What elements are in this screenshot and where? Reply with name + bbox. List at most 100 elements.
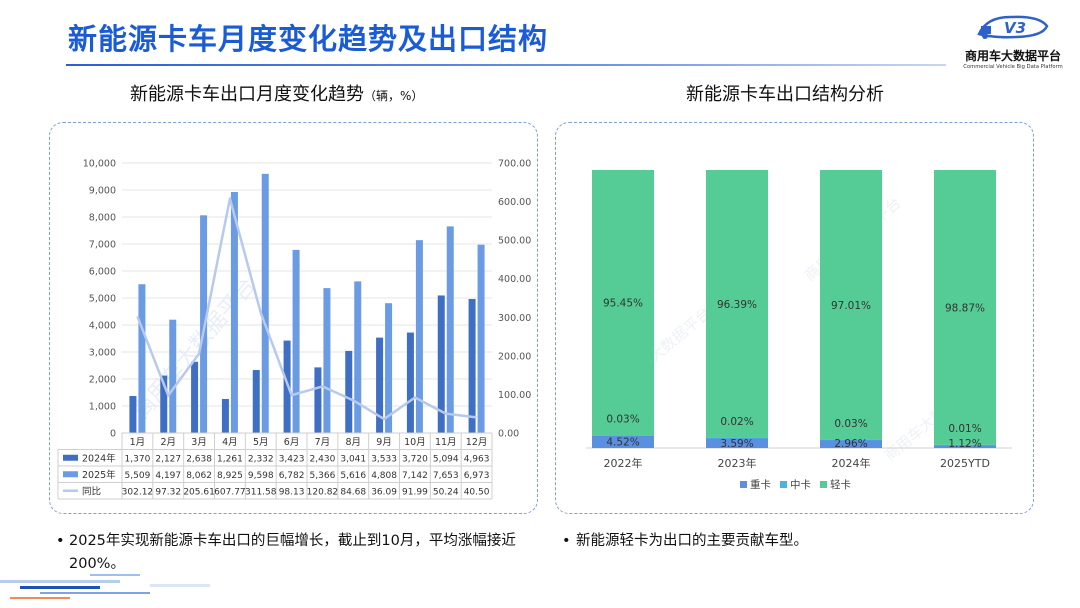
y-left-tick-label: 8,000 (89, 213, 116, 224)
y-right-tick-label: 600.00 (498, 197, 531, 208)
y-left-tick-label: 5,000 (89, 294, 116, 305)
bar-2025 (261, 173, 269, 433)
y-left-tick-label: 7,000 (89, 240, 116, 251)
legend-label: 重卡 (750, 478, 771, 491)
label-medium: 0.02% (720, 416, 753, 428)
data-label: 50.24 (433, 488, 459, 498)
bar-2024 (129, 396, 137, 433)
y-left-tick-label: 4,000 (89, 321, 116, 332)
bar-2025 (477, 244, 485, 433)
data-label: 4,808 (371, 471, 397, 481)
x-tick-label: 10月 (404, 437, 426, 448)
x-tick-label: 2022年 (604, 456, 643, 470)
label-light: 98.87% (945, 302, 985, 314)
y-right-tick-label: 700.00 (498, 159, 531, 170)
stack-轻卡 (820, 170, 882, 440)
x-tick-label: 8月 (345, 437, 361, 448)
logo-text: V3 (1004, 19, 1026, 37)
label-heavy: 1.12% (948, 438, 981, 450)
bar-2025 (354, 281, 362, 433)
y-left-tick-label: 10,000 (83, 159, 116, 170)
left-subtitle-text: 新能源卡车出口月度变化趋势 (130, 84, 364, 105)
legend-label: 轻卡 (830, 478, 851, 491)
legend-swatch (820, 481, 827, 488)
bar-2024 (191, 361, 199, 433)
data-label: 84.68 (340, 488, 366, 498)
data-label: 7,653 (433, 471, 459, 481)
y-right-tick-label: 300.00 (498, 313, 531, 324)
stack-中卡 (706, 437, 768, 439)
stack-轻卡 (592, 170, 654, 436)
data-label: 4,963 (464, 455, 490, 465)
bar-2024 (314, 367, 322, 433)
brand-name: 商用车大数据平台 (964, 49, 1061, 63)
stack-轻卡 (706, 170, 768, 438)
x-tick-label: 11月 (435, 437, 457, 448)
y-right-tick-label: 200.00 (498, 351, 531, 362)
legend-key-bar (63, 471, 78, 478)
label-heavy: 3.59% (720, 438, 753, 450)
y-right-tick-label: 100.00 (498, 390, 531, 401)
label-medium: 0.01% (948, 423, 981, 435)
x-tick-label: 2024年 (832, 456, 871, 470)
data-label: 205.61 (183, 488, 215, 498)
bar-2025 (323, 288, 331, 433)
bar-2025 (200, 215, 208, 433)
data-label: 1,261 (217, 455, 243, 465)
bar-2024 (283, 340, 291, 433)
x-tick-label: 4月 (222, 437, 238, 448)
data-label: 3,533 (371, 455, 397, 465)
y-left-tick-label: 3,000 (89, 348, 116, 359)
legend-label: 2024年 (82, 453, 116, 465)
data-label: 36.09 (371, 488, 397, 498)
bar-2025 (292, 249, 300, 433)
y-right-tick-label: 400.00 (498, 274, 531, 285)
truck-logo-icon: V3 (977, 15, 1049, 39)
bar-2024 (437, 295, 445, 433)
legend-swatch (740, 481, 747, 488)
bar-2024 (376, 337, 384, 433)
bar-2024 (468, 298, 476, 433)
page-title: 新能源卡车月度变化趋势及出口结构 (68, 22, 549, 56)
bar-2024 (252, 370, 260, 433)
data-label: 1,370 (125, 455, 151, 465)
data-label: 3,423 (279, 455, 305, 465)
right-bullet: • 新能源轻卡为出口的主要贡献车型。 (562, 530, 1032, 553)
data-label: 120.82 (307, 488, 339, 498)
legend-label: 中卡 (790, 478, 811, 491)
x-tick-label: 5月 (253, 437, 269, 448)
left-subtitle-unit: （辆，%） (364, 89, 424, 103)
data-label: 8,062 (186, 471, 212, 481)
bar-2025 (415, 240, 423, 433)
left-chart-subtitle: 新能源卡车出口月度变化趋势（辆，%） (130, 80, 423, 106)
label-heavy: 4.52% (606, 436, 639, 448)
data-label: 5,366 (310, 471, 336, 481)
legend-swatch (780, 481, 787, 488)
data-label: 607.77 (214, 488, 246, 498)
data-label: 5,509 (125, 471, 151, 481)
data-label: 3,720 (402, 455, 428, 465)
x-tick-label: 3月 (191, 437, 207, 448)
data-label: 302.12 (122, 488, 153, 498)
stack-重卡 (592, 435, 654, 448)
data-label: 9,598 (248, 471, 274, 481)
x-tick-label: 7月 (315, 437, 331, 448)
stack-中卡 (934, 444, 996, 446)
x-tick-label: 9月 (376, 437, 392, 448)
stack-重卡 (934, 444, 996, 448)
brand-name-en: Commercial Vehicle Big Data Platform (963, 64, 1063, 70)
stack-重卡 (706, 438, 768, 448)
data-label: 2,638 (186, 455, 212, 465)
legend-label: 2025年 (82, 469, 116, 481)
right-chart-panel: 商用车大数据平台商用车大数据平台商用车大数据平台4.52%0.03%95.45%… (555, 122, 1034, 514)
label-medium: 0.03% (834, 418, 867, 430)
x-tick-label: 2023年 (718, 456, 757, 470)
x-tick-label: 12月 (466, 437, 488, 448)
monthly-export-chart: 商用车大数据平台01,0002,0003,0004,0005,0006,0007… (57, 159, 531, 500)
bar-2025 (385, 303, 393, 433)
y-right-tick-label: 0.00 (498, 429, 519, 440)
label-light: 97.01% (831, 300, 871, 312)
bar-2024 (406, 332, 414, 433)
right-bullet-text: 新能源轻卡为出口的主要贡献车型。 (576, 533, 808, 549)
data-label: 8,925 (217, 471, 243, 481)
